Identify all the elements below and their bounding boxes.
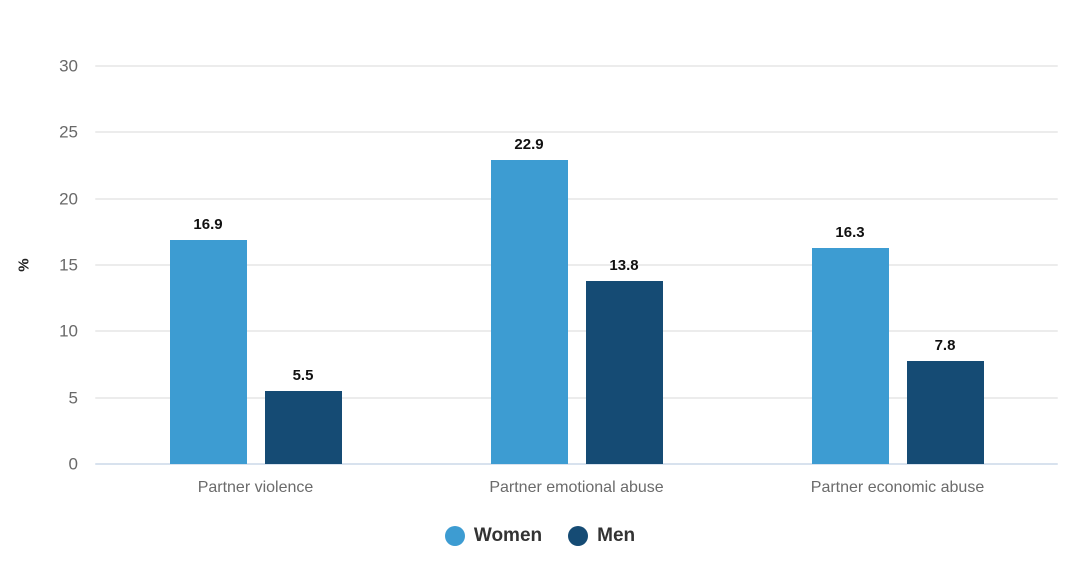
bar-women-3 (811, 247, 889, 464)
gridline (95, 197, 1058, 200)
value-label: 7.8 (934, 336, 956, 354)
value-label: 22.9 (514, 136, 544, 154)
bar-women-2 (490, 160, 568, 464)
category-label: Partner violence (197, 479, 314, 496)
legend-label: Women (473, 525, 543, 546)
category-label: Partner economic abuse (810, 479, 985, 496)
value-label: 16.3 (835, 223, 865, 241)
legend-item-women: Women (444, 525, 543, 546)
y-tick-label: 25 (59, 122, 78, 142)
x-axis-baseline (95, 463, 1058, 465)
gridline (95, 65, 1058, 67)
gridline (95, 330, 1058, 333)
legend: Women Men (0, 526, 1080, 546)
bar-men-2 (585, 280, 663, 464)
bar-women-1 (169, 239, 247, 464)
gridline (95, 396, 1058, 399)
value-label: 5.5 (292, 367, 314, 385)
value-label: 13.8 (609, 256, 639, 274)
legend-item-men: Men (568, 526, 635, 546)
bar-men-1 (264, 391, 342, 464)
gridline (95, 264, 1058, 266)
legend-swatch-women (444, 526, 465, 546)
y-tick-label: 5 (68, 388, 78, 408)
bar-men-3 (906, 360, 984, 464)
y-tick-label: 30 (59, 56, 78, 76)
y-tick-label: 10 (59, 321, 78, 341)
y-tick-label: 0 (68, 454, 78, 474)
legend-label: Men (597, 525, 636, 546)
y-tick-label: 15 (59, 255, 78, 275)
legend-swatch-men (568, 526, 589, 546)
value-label: 16.9 (193, 215, 223, 233)
y-tick-label: 20 (59, 189, 78, 209)
category-label: Partner emotional abuse (489, 479, 664, 496)
gridline (95, 131, 1058, 134)
